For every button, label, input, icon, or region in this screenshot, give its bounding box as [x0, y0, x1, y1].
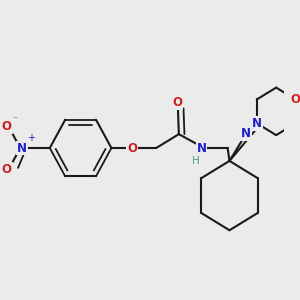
Text: N: N — [196, 142, 206, 154]
Text: N: N — [241, 127, 251, 140]
Text: N: N — [252, 117, 262, 130]
Text: O: O — [172, 96, 182, 109]
Text: +: + — [27, 133, 35, 143]
Text: N: N — [17, 142, 27, 154]
Text: O: O — [127, 142, 137, 154]
Text: H: H — [192, 156, 200, 166]
Text: O: O — [2, 120, 12, 133]
Text: O: O — [2, 163, 12, 176]
Text: O: O — [291, 93, 300, 106]
Text: ⁻: ⁻ — [13, 115, 18, 125]
